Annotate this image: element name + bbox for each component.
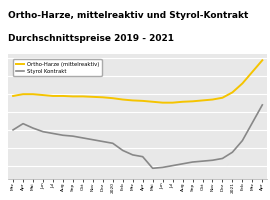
Text: Ortho-Harze, mittelreaktiv und Styrol-Kontrakt: Ortho-Harze, mittelreaktiv und Styrol-Ko…	[8, 11, 248, 20]
Text: Durchschnittspreise 2019 - 2021: Durchschnittspreise 2019 - 2021	[8, 34, 174, 43]
Legend: Ortho-Harze (mittelreaktiv), Styrol Kontrakt: Ortho-Harze (mittelreaktiv), Styrol Kont…	[13, 59, 102, 76]
Text: © 2021 Kunststoff Information, Bad Homburg - www.kiweb.de: © 2021 Kunststoff Information, Bad Hombu…	[5, 189, 176, 194]
